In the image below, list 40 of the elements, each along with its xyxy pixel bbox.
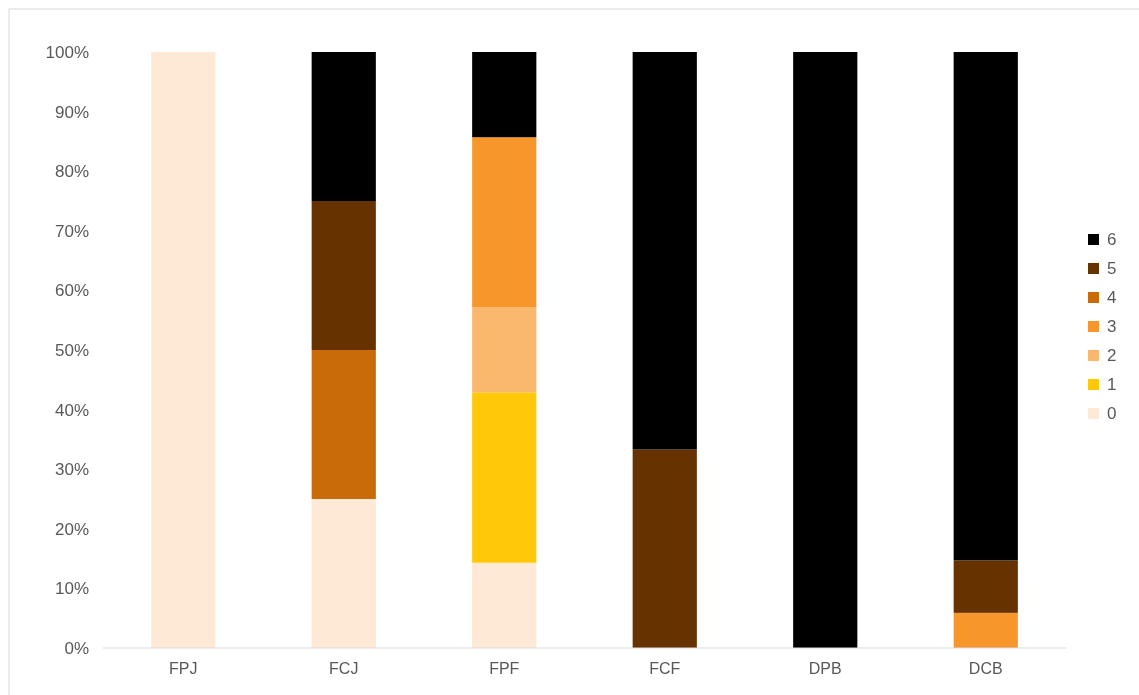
bar (632, 449, 697, 648)
y-tick-label: 10% (54, 579, 89, 599)
y-tick-label: 90% (54, 102, 89, 122)
bar (793, 52, 858, 648)
x-tick-label: FCJ (329, 660, 359, 677)
y-tick-label: 60% (54, 281, 89, 301)
bar (472, 137, 537, 308)
bar (632, 52, 697, 450)
bar (151, 52, 216, 648)
bar (311, 350, 376, 499)
bar (311, 499, 376, 648)
x-tick-label: DCB (968, 660, 1003, 677)
legend-label: 5 (1107, 258, 1117, 278)
y-tick-label: 100% (45, 42, 89, 62)
y-tick-label: 0% (64, 638, 89, 658)
bar (472, 307, 537, 393)
bar (953, 52, 1018, 561)
legend-label: 4 (1107, 287, 1117, 307)
bar (311, 201, 376, 350)
legend-label: 3 (1107, 316, 1117, 336)
y-tick-label: 30% (54, 460, 89, 480)
bar (953, 612, 1018, 648)
x-tick-label: FCF (649, 660, 681, 677)
y-tick-label: 70% (54, 221, 89, 241)
bar (311, 52, 376, 201)
x-tick-label: DPB (808, 660, 842, 677)
bar (472, 562, 537, 648)
bar (472, 52, 537, 138)
y-tick-label: 50% (54, 340, 89, 360)
x-tick-label: FPJ (169, 660, 198, 677)
legend-label: 0 (1107, 403, 1117, 423)
legend-label: 6 (1107, 229, 1117, 249)
bar (472, 392, 537, 563)
y-tick-label: 20% (54, 519, 89, 539)
x-tick-label: FPF (489, 660, 520, 677)
legend-label: 2 (1107, 345, 1117, 365)
legend-label: 1 (1107, 374, 1117, 394)
y-tick-label: 80% (54, 162, 89, 182)
bar (953, 560, 1018, 613)
y-tick-label: 40% (54, 400, 89, 420)
